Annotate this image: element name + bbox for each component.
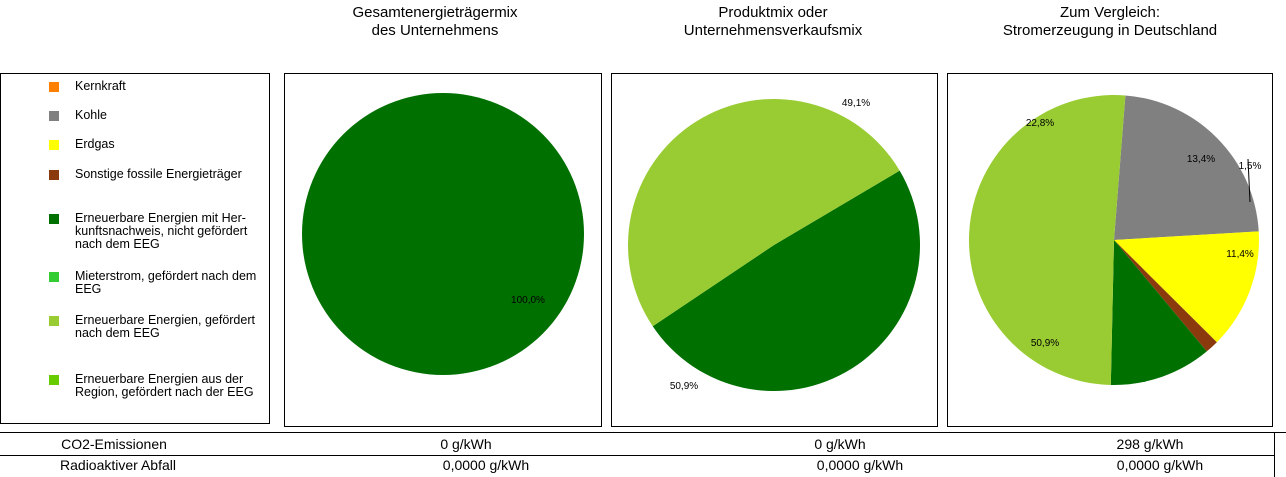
table-right-border: [1274, 433, 1275, 477]
title-product-mix: Produktmix oder Unternehmensverkaufsmix: [623, 4, 923, 40]
legend-swatch: [49, 82, 59, 92]
legend-swatch: [49, 170, 59, 180]
row-label: Radioaktiver Abfall: [60, 457, 176, 473]
title-germany-mix: Zum Vergleich: Stromerzeugung in Deutsch…: [960, 4, 1260, 40]
legend-label: Sonstige fossile Energieträger: [75, 167, 242, 181]
pie-slice: [1110, 240, 1207, 385]
legend-swatch: [49, 140, 59, 150]
pie-slice-label: 49,1%: [842, 98, 870, 109]
chart-company-mix: 100,0%: [284, 73, 602, 427]
pie-slice-label: 22,8%: [1026, 118, 1054, 129]
value-product-mix: 0,0000 g/kWh: [816, 457, 904, 473]
title-product-mix-line1: Produktmix oder: [718, 4, 828, 21]
leader-line: [1247, 158, 1251, 203]
legend-label: Mieterstrom, gefördert nach dem EEG: [75, 269, 257, 296]
title-product-mix-line2: Unternehmensverkaufsmix: [683, 22, 863, 39]
title-germany-mix-line1: Zum Vergleich:: [1059, 4, 1161, 21]
chart-germany-mix: 22,8% 13,4% 1,5% 11,4% 50,9%: [947, 73, 1273, 427]
legend-swatch: [49, 111, 59, 121]
value-company-mix: 0,0000 g/kWh: [442, 457, 530, 473]
table-row-co2: CO2-Emissionen 0 g/kWh 0 g/kWh 298 g/kWh: [0, 434, 1286, 454]
title-company-mix-line2: des Unternehmens: [371, 22, 499, 39]
value-germany-mix: 298 g/kWh: [1116, 436, 1184, 452]
pie-product-mix-svg: 49,1% 50,9%: [628, 98, 921, 392]
legend-swatch: [49, 272, 59, 282]
title-company-mix: Gesamtenergieträgermix des Unternehmens: [285, 4, 585, 40]
pie-slice-label: 11,4%: [1226, 249, 1254, 260]
pie-company-mix-svg: 100,0%: [302, 93, 584, 375]
legend-label: Erneuerbare Energien, gefördert nach dem…: [75, 313, 255, 340]
emissions-table: CO2-Emissionen 0 g/kWh 0 g/kWh 298 g/kWh…: [0, 432, 1286, 477]
pie-slice: [652, 170, 921, 392]
value-germany-mix: 0,0000 g/kWh: [1116, 457, 1204, 473]
pie-slice: [1114, 240, 1217, 352]
row-label: CO2-Emissionen: [61, 436, 167, 452]
pie-slice: [1114, 231, 1259, 343]
legend-label: Kohle: [75, 108, 107, 122]
legend-label: Erdgas: [75, 137, 115, 151]
pie-slice-label: 13,4%: [1187, 154, 1215, 165]
table-row-divider: [0, 455, 1274, 456]
pie-slice-label: 50,9%: [1031, 338, 1059, 349]
legend-swatch: [49, 375, 59, 385]
pie-slice: [628, 99, 900, 327]
legend-swatch: [49, 214, 59, 224]
pie-slice-label: 50,9%: [670, 381, 698, 392]
table-row-radioactive: Radioaktiver Abfall 0,0000 g/kWh 0,0000 …: [0, 455, 1286, 475]
legend-label: Erneuerbare Energien mit Her-kunftsnachw…: [75, 211, 248, 251]
value-company-mix: 0 g/kWh: [440, 436, 492, 452]
pie-slice: [1114, 95, 1259, 240]
title-company-mix-line1: Gesamtenergieträgermix: [352, 4, 518, 21]
legend-label: Kernkraft: [75, 79, 126, 93]
legend: Kernkraft Kohle Erdgas Sonstige fossile …: [0, 73, 270, 424]
title-germany-mix-line2: Stromerzeugung in Deutschland: [1002, 22, 1218, 39]
pie-slice-label: 1,5%: [1239, 161, 1262, 172]
chart-product-mix: 49,1% 50,9%: [611, 73, 938, 427]
pie-slice: [302, 93, 584, 375]
legend-label: Erneuerbare Energien aus der Region, gef…: [75, 372, 254, 399]
value-product-mix: 0 g/kWh: [814, 436, 866, 452]
pie-germany-mix-svg: 22,8% 13,4% 1,5% 11,4% 50,9%: [969, 95, 1262, 385]
legend-swatch: [49, 316, 59, 326]
pie-slice: [969, 95, 1126, 385]
pie-slice-label: 100,0%: [511, 295, 545, 306]
